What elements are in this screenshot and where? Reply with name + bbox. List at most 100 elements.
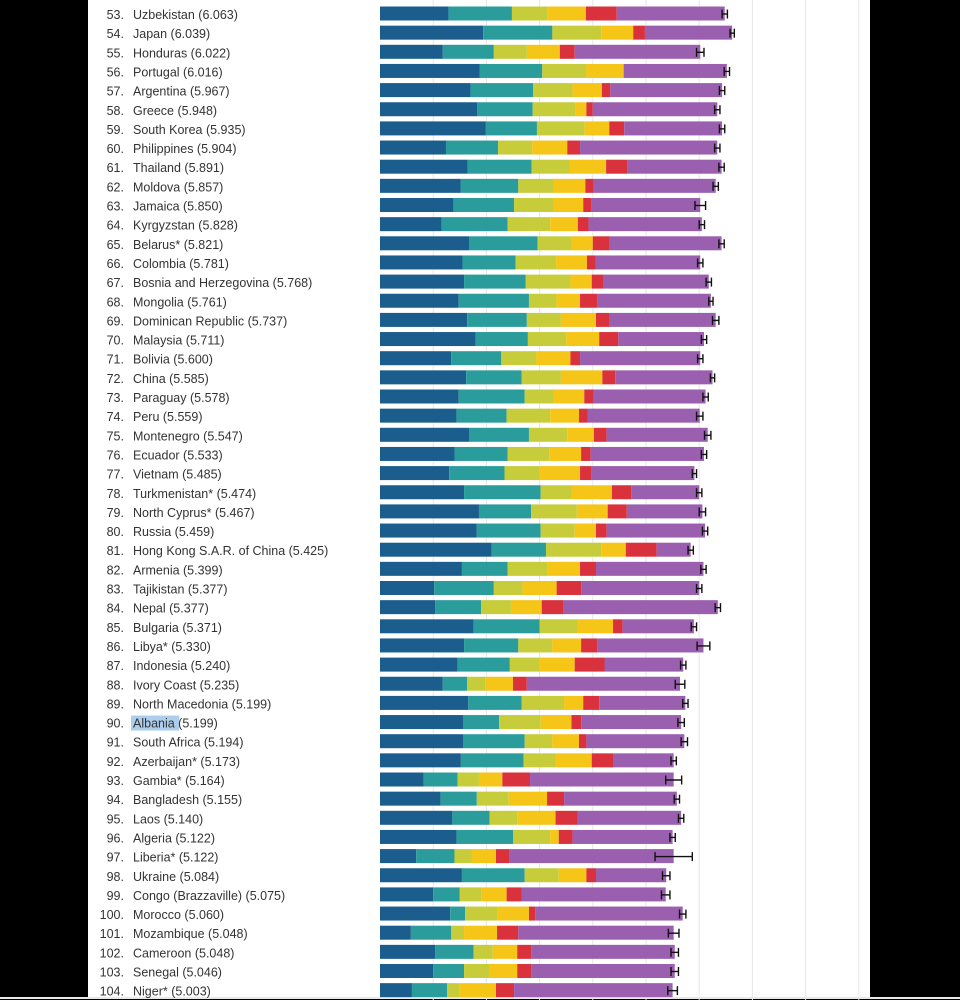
rank-label: 102.	[100, 946, 124, 960]
bar-segment	[607, 504, 627, 519]
bar-segment	[380, 810, 453, 825]
bar-segment	[513, 829, 551, 844]
bar-segment	[581, 715, 682, 730]
bar-segment	[462, 715, 500, 730]
bar-segment	[380, 944, 436, 959]
bar-segment	[615, 370, 713, 385]
country-label: Philippines (5.904)	[133, 142, 237, 156]
bar-segment	[526, 44, 560, 59]
bar-segment	[433, 964, 465, 978]
bar-segment	[604, 657, 684, 672]
rank-label: 75.	[107, 429, 124, 443]
bar-segment	[435, 600, 482, 615]
bar-segment	[510, 600, 542, 615]
rank-label: 104.	[100, 985, 124, 999]
country-label: Niger* (5.003)	[133, 985, 211, 999]
rank-label: 79.	[107, 506, 124, 520]
country-label: Vietnam (5.485)	[133, 468, 222, 482]
rank-label: 96.	[107, 831, 124, 845]
bar-segment	[380, 466, 450, 481]
bar-segment	[469, 427, 529, 442]
bar-segment	[581, 446, 591, 461]
rank-label: 89.	[107, 697, 124, 711]
bar-segment	[545, 542, 602, 557]
bar-segment	[560, 312, 596, 327]
bar-segment	[442, 44, 494, 59]
bar-segment	[380, 236, 470, 251]
bar-segment	[471, 849, 496, 864]
country-label: Bolivia (5.600)	[133, 353, 213, 367]
bar-segment	[572, 829, 673, 844]
bar-segment	[585, 178, 594, 193]
bar-segment	[622, 619, 694, 634]
bar-segment	[467, 676, 486, 691]
bar-segment	[531, 504, 577, 519]
rank-label: 86.	[107, 640, 124, 654]
bar-segment	[380, 657, 458, 672]
bar-segment	[380, 427, 470, 442]
rank-label: 82.	[107, 563, 124, 577]
bar-segment	[523, 753, 556, 768]
bar-segment	[518, 925, 674, 940]
bar-segment	[616, 6, 725, 21]
country-label: Bulgaria (5.371)	[133, 621, 222, 635]
bar-segment	[457, 772, 479, 787]
bar-segment	[380, 140, 446, 155]
rank-label: 85.	[107, 621, 124, 635]
bar-segment	[553, 178, 586, 193]
bar-segment	[531, 159, 570, 174]
country-label: Thailand (5.891)	[133, 161, 224, 175]
bar-segment	[456, 408, 507, 423]
bar-segment	[380, 581, 435, 595]
bar-segment	[478, 504, 532, 519]
bar-segment	[553, 198, 584, 212]
bar-segment	[586, 734, 685, 749]
country-highlight	[131, 715, 180, 731]
bar-segment	[571, 485, 612, 500]
bar-segment	[461, 868, 525, 883]
bar-segment	[485, 676, 513, 691]
bar-segment	[380, 485, 465, 500]
bar-segment	[547, 561, 581, 576]
bar-segment	[590, 446, 704, 461]
bar-segment	[380, 25, 484, 40]
rank-label: 55.	[107, 46, 124, 60]
bar-segment	[541, 600, 564, 615]
bar-segment	[380, 178, 461, 193]
bar-segment	[506, 408, 551, 423]
country-label: China (5.585)	[133, 372, 209, 386]
bar-segment	[506, 887, 522, 902]
bar-segment	[458, 389, 525, 404]
bar-segment	[518, 178, 554, 193]
bar-segment	[595, 312, 610, 327]
bar-segment	[539, 657, 575, 672]
bar-segment	[560, 370, 603, 385]
bar-segment	[380, 44, 443, 59]
rank-label: 81.	[107, 544, 124, 558]
bar-segment	[581, 581, 700, 595]
bar-segment	[380, 734, 463, 749]
bar-segment	[626, 504, 703, 519]
bar-segment	[380, 332, 476, 347]
bar-segment	[481, 887, 507, 902]
bar-segment	[624, 121, 723, 136]
bar-segment	[526, 312, 561, 327]
country-label: Albania (5.199)	[133, 717, 218, 731]
rank-label: 99.	[107, 889, 124, 903]
country-label: Armenia (5.399)	[133, 563, 223, 577]
bar-segment	[580, 293, 598, 308]
country-label: Azerbaijan* (5.173)	[133, 755, 240, 769]
rank-label: 62.	[107, 180, 124, 194]
bar-segment	[497, 906, 529, 921]
bar-segment	[539, 619, 578, 634]
bar-segment	[380, 198, 454, 212]
country-label: North Macedonia (5.199)	[133, 697, 271, 711]
bar-segment	[552, 638, 582, 653]
bar-segment	[550, 217, 578, 232]
bar-segment	[601, 542, 626, 557]
panel-divider	[0, 997, 960, 999]
bar-segment	[517, 810, 556, 825]
bar-segment	[601, 25, 634, 40]
bar-segment	[380, 829, 457, 844]
